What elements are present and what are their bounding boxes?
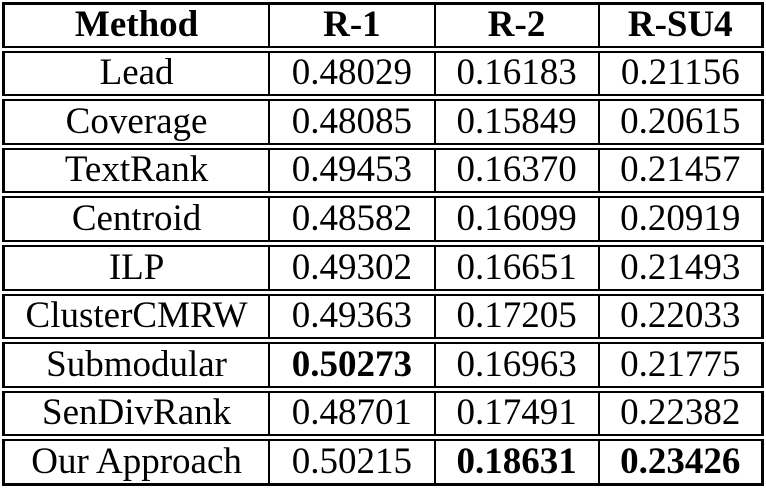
table-row: Our Approach 0.50215 0.18631 0.23426: [3, 434, 763, 485]
method-cell: Our Approach: [3, 434, 270, 485]
score-cell: 0.48582: [268, 191, 435, 244]
score-cell: 0.16370: [433, 142, 599, 195]
score-cell: 0.21457: [597, 142, 763, 195]
method-cell: TextRank: [3, 142, 270, 195]
header-row: Method R-1 R-2 R-SU4: [4, 3, 763, 50]
score-cell: 0.16651: [433, 240, 599, 293]
score-cell: 0.48701: [268, 385, 435, 438]
column-header-method: Method: [74, 4, 199, 45]
method-cell: Lead: [3, 45, 270, 98]
table-row: Lead 0.48029 0.16183 0.21156: [3, 45, 763, 98]
table-row: ClusterCMRW 0.49363 0.17205 0.22033: [3, 288, 763, 341]
score-cell: 0.16963: [433, 337, 599, 390]
method-cell: Coverage: [3, 94, 270, 147]
method-cell: ILP: [3, 240, 270, 293]
table-row: ILP 0.49302 0.16651 0.21493: [3, 240, 763, 293]
table-row: Centroid 0.48582 0.16099 0.20919: [3, 191, 763, 244]
column-header-rsu4: R-SU4: [597, 3, 763, 50]
score-cell: 0.49302: [268, 240, 435, 293]
score-cell: 0.15849: [433, 94, 599, 147]
table-row: SenDivRank 0.48701 0.17491 0.22382: [3, 385, 763, 438]
score-cell: 0.16099: [433, 191, 599, 244]
score-cell: 0.20615: [597, 94, 763, 147]
score-cell: 0.22033: [597, 288, 763, 341]
score-cell: 0.18631: [433, 434, 599, 485]
score-cell: 0.16183: [433, 45, 599, 98]
score-cell: 0.21775: [597, 337, 763, 390]
score-cell: 0.50273: [268, 337, 435, 390]
table-row: TextRank 0.49453 0.16370 0.21457: [3, 142, 763, 195]
method-cell: Centroid: [3, 191, 270, 244]
column-header-r2: R-2: [433, 3, 599, 50]
score-cell: 0.48085: [268, 94, 435, 147]
method-cell: SenDivRank: [3, 385, 270, 438]
score-cell: 0.17491: [433, 385, 599, 438]
method-cell: Submodular: [3, 337, 270, 390]
score-cell: 0.20919: [597, 191, 763, 244]
table-row: Coverage 0.48085 0.15849 0.20615: [3, 94, 763, 147]
score-cell: 0.49453: [268, 142, 435, 195]
score-cell: 0.17205: [433, 288, 599, 341]
method-cell: ClusterCMRW: [3, 288, 270, 341]
score-cell: 0.23426: [597, 434, 763, 485]
score-cell: 0.21493: [597, 240, 763, 293]
column-header-r1: R-1: [268, 3, 435, 50]
score-cell: 0.50215: [268, 434, 435, 485]
score-cell: 0.48029: [268, 45, 435, 98]
table-row: Submodular 0.50273 0.16963 0.21775: [3, 337, 763, 390]
score-cell: 0.49363: [268, 288, 435, 341]
score-cell: 0.21156: [597, 45, 763, 98]
score-cell: 0.22382: [597, 385, 763, 438]
